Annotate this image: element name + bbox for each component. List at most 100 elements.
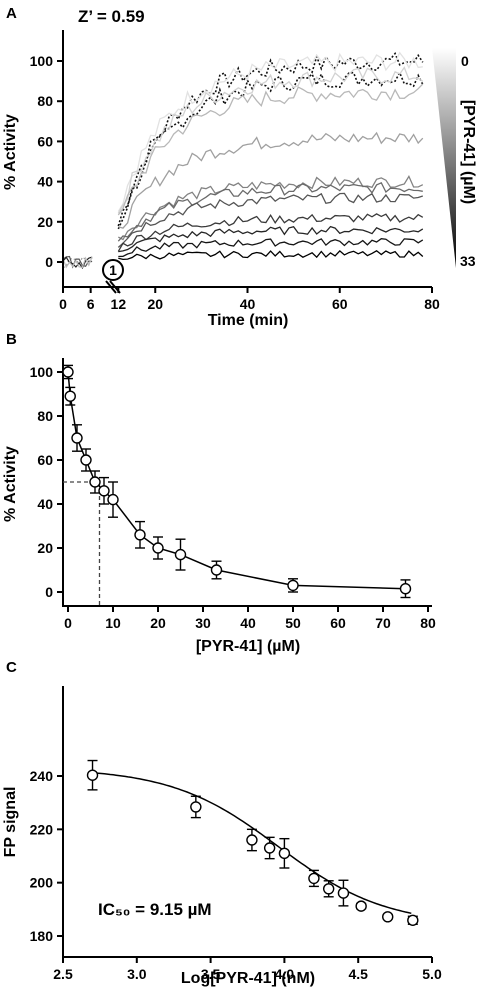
panel-b-y-tick-label: 0 [45,584,53,600]
event-marker-circle [102,259,124,281]
event-marker-label: 1 [109,262,117,278]
panel-b-connecting-path [67,371,406,590]
panel-c-x-tick-label: 3.5 [201,966,221,982]
panel-a-series-line [117,51,424,227]
panel-b-data-point [210,564,223,576]
panel-a-x-tick-label: 40 [240,296,256,312]
panel-a-preread-line [62,256,93,269]
panel-a-series-line [117,66,424,214]
panel-b-y-tick-label: 60 [37,452,53,468]
panel-b-data-point [287,579,299,592]
panel-a-series-line [117,51,423,212]
panel-b-x-tick-label: 80 [420,615,436,631]
panel-b-points [62,364,412,599]
panel-b-y-tick-label: 40 [37,496,53,512]
panel-b-y-tick-label: 20 [37,540,53,556]
gradient-bottom-label: 33 [460,253,476,269]
panel-b-x-label: [PYR-41] (µM) [196,638,300,655]
panel-a-series-line [117,192,424,248]
panel-a-y-ticks: 0 20 40 60 80 100 [30,53,63,270]
panel-a-series-line [117,213,424,252]
panel-b-x-ticks: 0 10 20 30 40 50 60 70 80 [64,606,436,631]
panel-b-data-point [80,454,92,466]
panel-b-y-label: % Activity [2,446,19,522]
panel-a-axis-lines [62,30,432,288]
panel-a-x-tick-label: 12 [111,296,127,312]
panel-a-preread-noise [62,255,93,270]
panel-a-x-tick-label: 80 [424,296,440,312]
panel-a-y-label: % Activity [2,114,19,190]
panel-b-x-tick-label: 50 [285,615,301,631]
panel-b-data-point [62,366,74,378]
panel-c-data-point [355,900,367,912]
panel-c-points [86,759,419,926]
panel-a-y-tick-label: 80 [37,93,53,109]
panel-c: C 2.5 3.0 3.5 4.0 4.5 5.0 180 200 220 240 IC₅₀ =… [2,659,442,987]
panel-c-data-point [407,914,419,926]
panel-c-x-label: Log[PYR-41] (nM) [181,970,315,987]
panel-c-y-ticks: 180 200 220 240 [30,768,63,944]
panel-a-series-line [118,238,424,258]
panel-a-x-tick-label: 6 [87,296,95,312]
panel-b-data-point [98,485,110,497]
panel-c-y-tick-label: 220 [30,821,54,837]
panel-a-x-tick-label: 20 [147,296,163,312]
panel-c-x-tick-label: 5.0 [422,966,442,982]
panel-c-x-tick-label: 2.5 [53,966,73,982]
panel-b-axes [62,358,432,607]
panel-a-series-line [117,83,424,216]
panel-c-data-point [190,801,202,813]
panel-c-x-ticks: 2.5 3.0 3.5 4.0 4.5 5.0 [53,957,442,982]
panel-c-y-label: FP signal [2,787,19,858]
panel-b-x-tick-label: 60 [330,615,346,631]
panel-b-x-tick-label: 20 [150,615,166,631]
panel-b-x-tick-label: 0 [64,615,72,631]
panel-b-y-tick-label: 80 [37,408,53,424]
panel-a-x-label: Time (min) [208,312,289,329]
panel-b-data-point [64,390,76,402]
panel-b-y-ticks: 0 20 40 60 80 100 [30,364,63,600]
panel-b-data-point [152,542,164,554]
panel-c-fit-path [92,771,412,915]
panel-b-x-tick-label: 70 [375,615,391,631]
panel-a-series-line [117,181,423,242]
panel-c-data-point [263,842,276,854]
panel-c-y-tick-label: 180 [30,928,54,944]
concentration-gradient-legend [432,48,456,268]
panel-a-axes [62,30,432,294]
panel-c-fit-curve [92,771,412,915]
gradient-top-label: 0 [461,53,469,69]
panel-a-preread-line [62,255,93,269]
panel-a-x-ticks: 0 6 12 20 40 60 80 [59,287,440,312]
panel-a-letter: A [6,5,17,22]
panel-a-y-tick-label: 40 [37,174,53,190]
panel-b-connecting-line [67,371,406,590]
panel-c-x-tick-label: 4.5 [348,966,368,982]
panel-c-x-tick-label: 4.0 [275,966,295,982]
panel-c-data-point [382,911,394,923]
panel-b: B 0 10 20 30 40 50 60 70 80 0 20 40 60 80 100 [PYR-41… [2,331,436,655]
panel-c-data-point [86,769,99,781]
panel-b-data-point [89,476,101,488]
panel-b-data-point [399,583,412,595]
panel-b-letter: B [6,331,17,348]
panel-c-data-point [308,872,320,885]
panel-b-x-tick-label: 30 [195,615,211,631]
panel-b-ic50-guides [63,481,101,606]
panel-a-y-tick-label: 20 [37,214,53,230]
panel-c-y-tick-label: 200 [30,875,54,891]
panel-a-y-tick-label: 0 [45,254,53,270]
panel-c-data-point [322,883,335,895]
panel-a-series-line [118,225,424,253]
panel-b-x-tick-label: 10 [105,615,121,631]
panel-a-y-tick-label: 60 [37,133,53,149]
panel-a-series-line [118,249,424,261]
panel-b-axis-lines [62,358,432,607]
panel-a-y-tick-label: 100 [30,53,54,69]
panel-b-data-point [134,529,146,541]
panel-b-data-point [174,548,187,561]
panel-c-y-tick-label: 240 [30,768,54,784]
panel-c-data-point [337,887,350,899]
